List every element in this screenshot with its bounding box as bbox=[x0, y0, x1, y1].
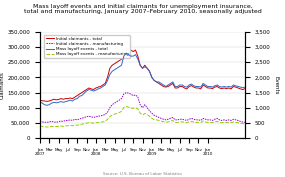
Initial claimants - total bbox=[125, 46, 128, 48]
Mass layoff events - manufacturing bbox=[120, 110, 123, 112]
Mass layoff events - total bbox=[82, 92, 86, 94]
Initial claimants - manufacturing bbox=[120, 98, 123, 100]
Mass layoff events - manufacturing bbox=[125, 105, 128, 108]
Mass layoff events - total bbox=[120, 64, 123, 66]
Mass layoff events - total bbox=[148, 70, 151, 72]
Initial claimants - manufacturing bbox=[148, 110, 151, 112]
Initial claimants - manufacturing bbox=[82, 116, 86, 118]
Mass layoff events - manufacturing bbox=[148, 115, 151, 117]
Initial claimants - total bbox=[38, 99, 42, 101]
Initial claimants - manufacturing bbox=[225, 119, 228, 122]
Mass layoff events - total bbox=[243, 86, 247, 88]
Initial claimants - total bbox=[45, 100, 49, 102]
Line: Mass layoff events - total: Mass layoff events - total bbox=[40, 53, 245, 105]
Mass layoff events - manufacturing bbox=[62, 125, 65, 127]
Mass layoff events - manufacturing bbox=[82, 123, 86, 125]
Initial claimants - total bbox=[243, 88, 247, 90]
Initial claimants - total bbox=[62, 98, 65, 100]
Mass layoff events - total bbox=[38, 101, 42, 103]
Mass layoff events - total bbox=[45, 104, 49, 106]
Mass layoff events - manufacturing bbox=[38, 125, 42, 127]
Legend: Initial claimants - total, Initial claimants - manufacturing, Mass layoff events: Initial claimants - total, Initial claim… bbox=[44, 35, 130, 58]
Initial claimants - manufacturing bbox=[62, 120, 65, 122]
Initial claimants - manufacturing bbox=[66, 119, 70, 122]
Initial claimants - total bbox=[225, 88, 228, 90]
Line: Initial claimants - total: Initial claimants - total bbox=[40, 47, 245, 101]
Mass layoff events - manufacturing bbox=[225, 122, 228, 124]
Mass layoff events - total bbox=[225, 86, 228, 88]
Mass layoff events - manufacturing bbox=[243, 123, 247, 125]
Mass layoff events - total bbox=[125, 52, 128, 54]
Y-axis label: Events: Events bbox=[273, 76, 278, 94]
Initial claimants - total bbox=[66, 98, 70, 100]
Initial claimants - manufacturing bbox=[125, 92, 128, 94]
Line: Initial claimants - manufacturing: Initial claimants - manufacturing bbox=[40, 93, 245, 122]
Initial claimants - manufacturing bbox=[243, 121, 247, 123]
Initial claimants - total bbox=[120, 58, 123, 60]
Mass layoff events - total bbox=[66, 100, 70, 102]
Text: Mass layoff events and initial claimants for unemployment insurance,
total and m: Mass layoff events and initial claimants… bbox=[24, 4, 261, 14]
Line: Mass layoff events - manufacturing: Mass layoff events - manufacturing bbox=[40, 107, 245, 127]
Initial claimants - total bbox=[82, 90, 86, 92]
Mass layoff events - manufacturing bbox=[66, 125, 70, 127]
Initial claimants - manufacturing bbox=[43, 121, 46, 123]
Initial claimants - manufacturing bbox=[38, 120, 42, 122]
Text: Source: U.S. Bureau of Labor Statistics: Source: U.S. Bureau of Labor Statistics bbox=[103, 172, 182, 176]
Mass layoff events - total bbox=[62, 101, 65, 103]
Mass layoff events - manufacturing bbox=[45, 126, 49, 128]
Y-axis label: Claimants: Claimants bbox=[0, 71, 5, 99]
Initial claimants - total bbox=[148, 70, 151, 72]
